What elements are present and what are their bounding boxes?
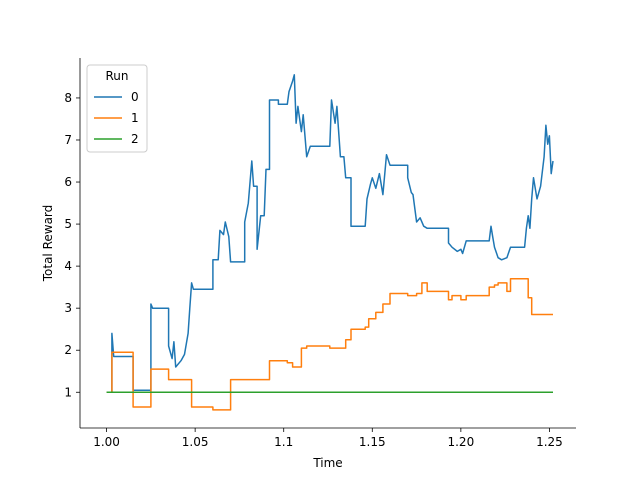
y-tick-label: 1 (64, 385, 72, 399)
y-ticks: 1 2 3 4 5 6 7 8 (64, 91, 80, 399)
series-line-0 (106, 74, 554, 394)
x-tick-label: 1.00 (93, 435, 120, 449)
series-layer (106, 74, 554, 411)
legend-label-1: 1 (131, 111, 139, 125)
x-tick-label: 1.25 (536, 435, 563, 449)
series-line-1 (106, 277, 553, 411)
x-tick-label: 1.15 (359, 435, 386, 449)
y-tick-label: 3 (64, 301, 72, 315)
x-tick-label: 1.20 (447, 435, 474, 449)
x-tick-label: 1.05 (182, 435, 209, 449)
legend-frame (86, 64, 148, 153)
y-tick-label: 6 (64, 175, 72, 189)
x-axis-label: Time (312, 456, 342, 470)
legend-label-2: 2 (131, 132, 139, 146)
legend-title: Run (105, 69, 128, 83)
y-tick-label: 2 (64, 343, 72, 357)
legend-label-0: 0 (131, 90, 139, 104)
y-axis-label: Total Reward (41, 205, 55, 283)
y-tick-label: 7 (64, 133, 72, 147)
x-ticks: 1.00 1.05 1.1 1.15 1.20 1.25 (93, 428, 563, 449)
x-tick-label: 1.1 (274, 435, 293, 449)
y-tick-label: 8 (64, 91, 72, 105)
y-tick-label: 4 (64, 259, 72, 273)
legend-items: 0 1 2 (94, 90, 139, 146)
legend: Run 0 1 2 (86, 64, 148, 153)
y-tick-label: 5 (64, 217, 72, 231)
